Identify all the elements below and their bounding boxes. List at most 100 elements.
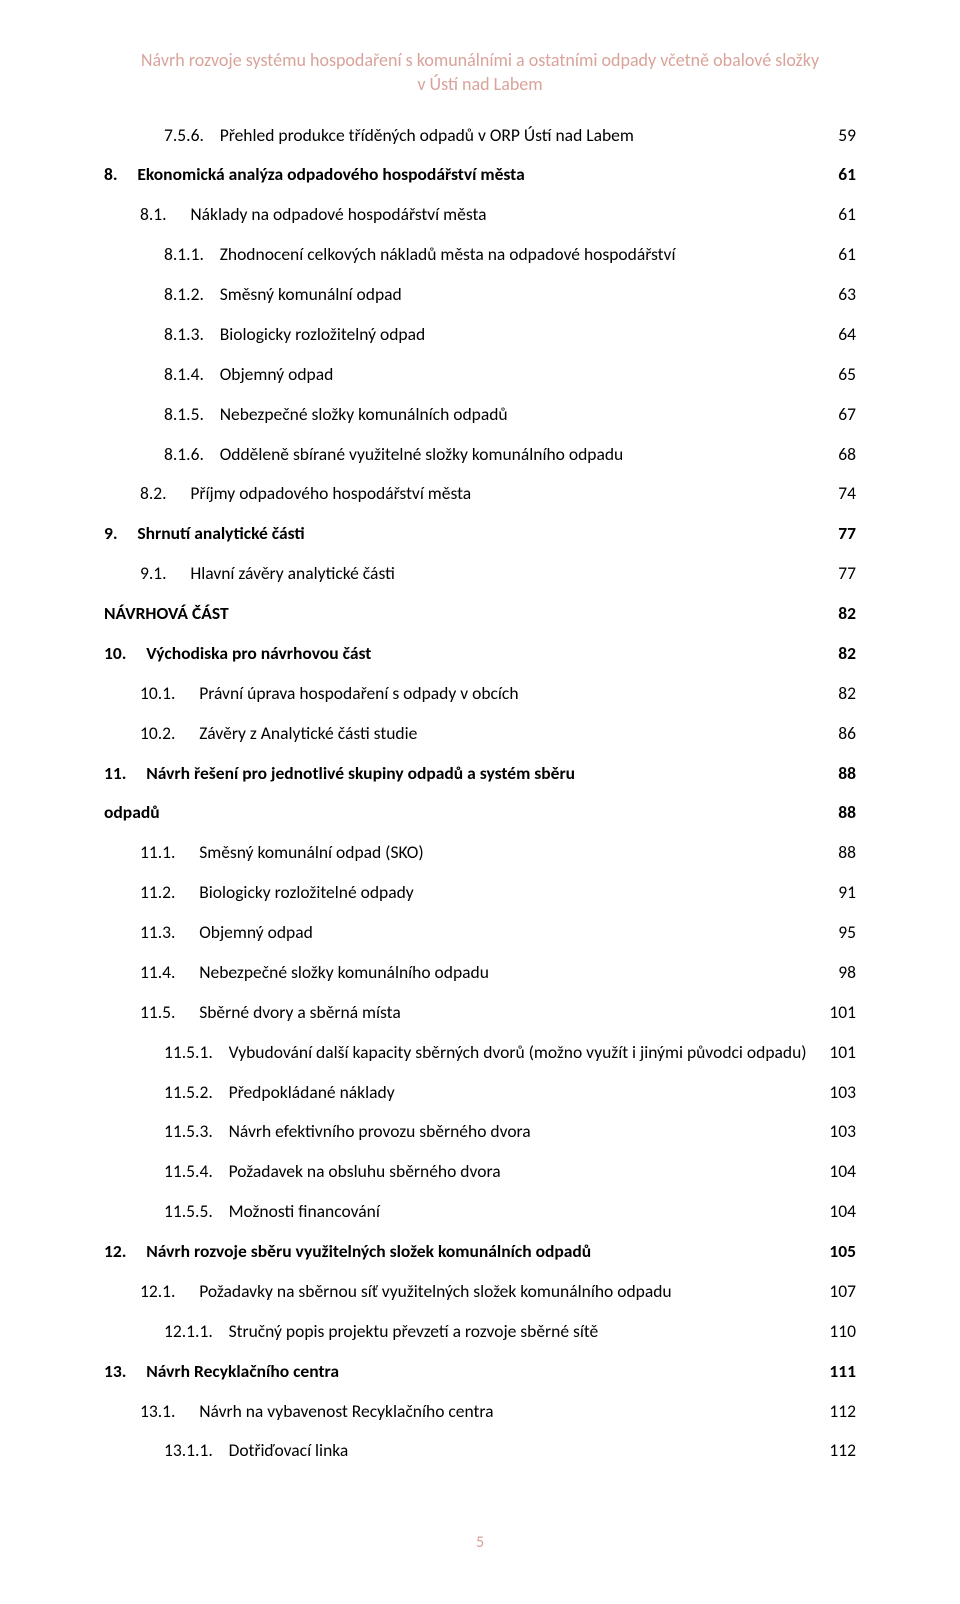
toc-num: 11.3.	[140, 922, 199, 944]
toc-title: Návrh rozvoje sběru využitelných složek …	[146, 1241, 591, 1263]
toc-page: 91	[822, 882, 856, 904]
toc-title: Odděleně sbírané využitelné složky komun…	[220, 444, 624, 466]
toc-row: 11.4. Nebezpečné složky komunálního odpa…	[140, 962, 856, 984]
toc-row: 11.3. Objemný odpad 95	[140, 922, 856, 944]
toc-title: Zhodnocení celkových nákladů města na od…	[220, 244, 676, 266]
toc-row: 11.5.5. Možnosti financování104	[164, 1201, 856, 1223]
toc-title: Návrh na vybavenost Recyklačního centra	[199, 1401, 493, 1423]
toc-num: 11.5.3.	[164, 1121, 229, 1143]
toc-num: 13.1.1.	[164, 1440, 229, 1462]
toc-num: 11.5.2.	[164, 1082, 229, 1104]
toc-title: Návrh efektivního provozu sběrného dvora	[229, 1121, 531, 1143]
toc-row: NÁVRHOVÁ ČÁST82	[104, 603, 856, 625]
toc-title: Nebezpečné složky komunálních odpadů	[220, 404, 508, 426]
page-number: 5	[476, 1533, 484, 1552]
toc-page: 103	[822, 1121, 856, 1143]
toc-num: 8.1.	[140, 204, 190, 226]
header-line-1: Návrh rozvoje systému hospodaření s komu…	[104, 48, 856, 72]
toc-num: 8.1.4.	[164, 364, 220, 386]
toc-title: Požadavky na sběrnou síť využitelných sl…	[199, 1281, 671, 1303]
toc-num: 11.2.	[140, 882, 199, 904]
toc-page: 61	[822, 164, 856, 186]
toc-page: 82	[822, 603, 856, 625]
toc-row: 11.5.3. Návrh efektivního provozu sběrné…	[164, 1121, 856, 1143]
toc-title: Biologicky rozložitelný odpad	[220, 324, 426, 346]
page: Návrh rozvoje systému hospodaření s komu…	[0, 0, 960, 1604]
toc-title: Shrnutí analytické části	[137, 523, 304, 545]
toc-title: Právní úprava hospodaření s odpady v obc…	[199, 683, 518, 705]
toc-title: Sběrné dvory a sběrná místa	[199, 1002, 401, 1024]
toc-row: 11.5. Sběrné dvory a sběrná místa101	[140, 1002, 856, 1024]
toc-page: 112	[822, 1401, 856, 1423]
toc-row: 7.5.6. Přehled produkce tříděných odpadů…	[164, 125, 856, 147]
toc-row: 13.1. Návrh na vybavenost Recyklačního c…	[140, 1401, 856, 1423]
header-line-2: v Ústí nad Labem	[104, 72, 856, 96]
toc-row: 9.1. Hlavní závěry analytické části 77	[140, 563, 856, 585]
toc-page: 68	[822, 444, 856, 466]
toc-row: 8.1.1. Zhodnocení celkových nákladů měst…	[164, 244, 856, 266]
toc-num: 11.5.	[140, 1002, 199, 1024]
toc-num: 11.	[104, 763, 146, 785]
toc-num: 8.1.3.	[164, 324, 220, 346]
toc-page: 101	[822, 1042, 856, 1064]
toc-num: 8.	[104, 164, 137, 186]
toc-num: 8.1.1.	[164, 244, 220, 266]
toc-num: 12.	[104, 1241, 146, 1263]
toc-row: odpadů88	[104, 802, 856, 824]
toc-title: Hlavní závěry analytické části	[190, 563, 395, 585]
toc-title: Biologicky rozložitelné odpady	[199, 882, 414, 904]
toc-num: 10.2.	[140, 723, 199, 745]
toc-row: 11. Návrh řešení pro jednotlivé skupiny …	[104, 763, 856, 785]
toc-num: 8.1.5.	[164, 404, 220, 426]
toc-page: 77	[822, 523, 856, 545]
toc-num: 8.1.2.	[164, 284, 220, 306]
toc-row: 10.1. Právní úprava hospodaření s odpady…	[140, 683, 856, 705]
toc-title: Příjmy odpadového hospodářství města	[190, 483, 471, 505]
toc-num: 8.2.	[140, 483, 190, 505]
toc-num: 8.1.6.	[164, 444, 220, 466]
toc-num: 11.5.5.	[164, 1201, 229, 1223]
toc-title: Stručný popis projektu převzetí a rozvoj…	[229, 1321, 599, 1343]
toc-num: 12.1.	[140, 1281, 199, 1303]
toc-title: Přehled produkce tříděných odpadů v ORP …	[220, 125, 634, 147]
toc-page: 111	[822, 1361, 856, 1383]
toc-row: 10.2. Závěry z Analytické části studie86	[140, 723, 856, 745]
toc-row: 9. Shrnutí analytické části 77	[104, 523, 856, 545]
toc-page: 86	[822, 723, 856, 745]
toc-row: 11.2. Biologicky rozložitelné odpady 91	[140, 882, 856, 904]
toc-page: 59	[822, 125, 856, 147]
toc-row: 13.1.1. Dotřiďovací linka112	[164, 1440, 856, 1462]
toc-num: 9.	[104, 523, 137, 545]
toc-page: 77	[822, 563, 856, 585]
toc-page: 95	[822, 922, 856, 944]
toc-title: Směsný komunální odpad (SKO)	[199, 842, 424, 864]
page-header: Návrh rozvoje systému hospodaření s komu…	[104, 48, 856, 97]
toc-page: 105	[822, 1241, 856, 1263]
toc-row: 8.1. Náklady na odpadové hospodářství mě…	[140, 204, 856, 226]
toc-num: 9.1.	[140, 563, 190, 585]
toc-row: 8.2. Příjmy odpadového hospodářství měst…	[140, 483, 856, 505]
toc-row: 8.1.6. Odděleně sbírané využitelné složk…	[164, 444, 856, 466]
toc-row: 10. Východiska pro návrhovou část82	[104, 643, 856, 665]
toc-title: Objemný odpad	[199, 922, 313, 944]
toc-page: 61	[822, 204, 856, 226]
toc-row: 11.5.4. Požadavek na obsluhu sběrného dv…	[164, 1161, 856, 1183]
toc-title: Směsný komunální odpad	[220, 284, 402, 306]
toc-row: 8.1.2. Směsný komunální odpad63	[164, 284, 856, 306]
toc-page: 110	[822, 1321, 856, 1343]
toc-num: 10.	[104, 643, 146, 665]
toc-page: 98	[822, 962, 856, 984]
toc-page: 104	[822, 1161, 856, 1183]
toc-page: 82	[822, 643, 856, 665]
toc-num: 11.5.1.	[164, 1042, 229, 1064]
toc-title: Nebezpečné složky komunálního odpadu	[199, 962, 489, 984]
toc-title: Návrh řešení pro jednotlivé skupiny odpa…	[146, 763, 575, 785]
toc-row: 13. Návrh Recyklačního centra111	[104, 1361, 856, 1383]
toc-num: 13.1.	[140, 1401, 199, 1423]
toc-title: Možnosti financování	[229, 1201, 380, 1223]
toc-row: 8.1.5. Nebezpečné složky komunálních odp…	[164, 404, 856, 426]
toc-page: 88	[822, 802, 856, 824]
toc-page: 64	[822, 324, 856, 346]
toc-row: 8.1.4. Objemný odpad65	[164, 364, 856, 386]
toc-page: 74	[822, 483, 856, 505]
